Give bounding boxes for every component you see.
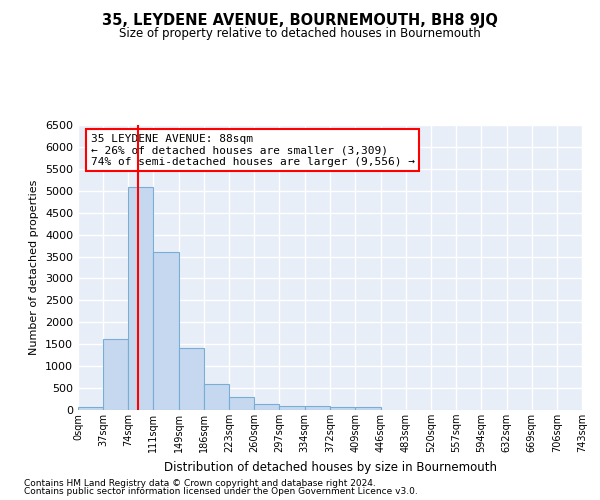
- Bar: [305, 406, 331, 410]
- Bar: [331, 408, 355, 410]
- Text: Size of property relative to detached houses in Bournemouth: Size of property relative to detached ho…: [119, 28, 481, 40]
- X-axis label: Distribution of detached houses by size in Bournemouth: Distribution of detached houses by size …: [163, 460, 497, 473]
- Text: Contains public sector information licensed under the Open Government Licence v3: Contains public sector information licen…: [24, 487, 418, 496]
- Bar: [179, 348, 204, 410]
- Bar: [355, 408, 380, 410]
- Bar: [254, 404, 280, 410]
- Text: 35 LEYDENE AVENUE: 88sqm
← 26% of detached houses are smaller (3,309)
74% of sem: 35 LEYDENE AVENUE: 88sqm ← 26% of detach…: [91, 134, 415, 167]
- Bar: [103, 338, 128, 410]
- Text: Contains HM Land Registry data © Crown copyright and database right 2024.: Contains HM Land Registry data © Crown c…: [24, 478, 376, 488]
- Bar: [128, 188, 153, 410]
- Y-axis label: Number of detached properties: Number of detached properties: [29, 180, 40, 355]
- Bar: [153, 252, 179, 410]
- Text: 35, LEYDENE AVENUE, BOURNEMOUTH, BH8 9JQ: 35, LEYDENE AVENUE, BOURNEMOUTH, BH8 9JQ: [102, 12, 498, 28]
- Bar: [78, 407, 103, 410]
- Bar: [229, 398, 254, 410]
- Bar: [280, 406, 305, 410]
- Bar: [204, 384, 229, 410]
